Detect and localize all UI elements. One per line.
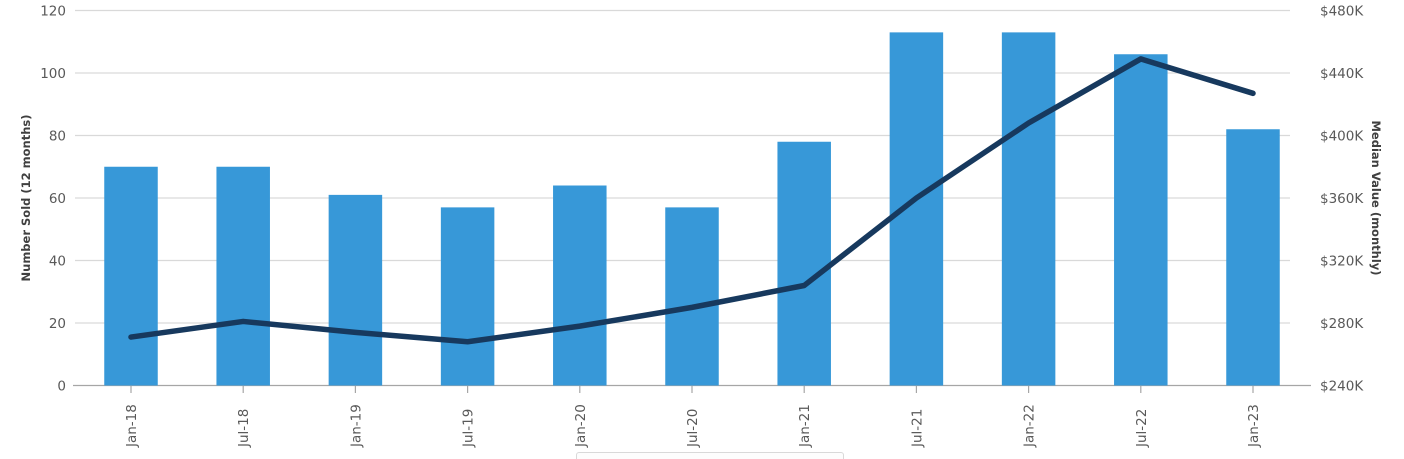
x-label-Jul-21: Jul-21 [909, 409, 925, 448]
left-tick-label-120: 120 [40, 4, 66, 20]
bar-Jan-22 [1001, 32, 1056, 386]
left-tick-label-0: 0 [57, 379, 66, 395]
x-label-Jul-19: Jul-19 [461, 409, 477, 448]
x-axis-ticks [130, 386, 1254, 393]
x-label-Jul-22: Jul-22 [1134, 409, 1150, 448]
right-tick-label-$480K: $480K [1320, 4, 1364, 20]
x-label-Jan-19: Jan-19 [348, 404, 364, 448]
left-tick-label-40: 40 [49, 254, 66, 270]
x-label-Jul-20: Jul-20 [685, 409, 701, 448]
bar-Jan-23 [1226, 129, 1280, 386]
x-label-Jul-18: Jul-18 [236, 409, 252, 448]
right-tick-label-$320K: $320K [1320, 254, 1364, 270]
bar-series-number-sold [104, 32, 1280, 386]
bar-Jan-19 [328, 194, 383, 386]
x-label-Jan-23: Jan-23 [1246, 404, 1262, 448]
right-tick-label-$280K: $280K [1320, 316, 1364, 332]
bar-Jul-21 [889, 32, 944, 386]
right-tick-label-$360K: $360K [1320, 191, 1364, 207]
bar-Jul-18 [216, 166, 270, 386]
left-tick-label-100: 100 [40, 66, 66, 82]
right-axis-tick-labels: $480K $440K $400K $360K $320K $280K $240K [1320, 4, 1364, 395]
x-label-Jan-21: Jan-21 [797, 404, 813, 448]
right-tick-label-$440K: $440K [1320, 66, 1364, 82]
x-axis-category-labels: Jan-18 Jul-18 Jan-19 Jul-19 Jan-20 Jul-20 Jan-… [124, 404, 1262, 448]
left-axis-title: Number Sold (12 months) [19, 115, 33, 282]
x-label-Jan-22: Jan-22 [1022, 404, 1038, 448]
left-tick-label-80: 80 [49, 129, 66, 145]
bar-Jul-20 [665, 207, 719, 386]
bar-Jan-20 [553, 185, 607, 386]
x-label-Jan-20: Jan-20 [573, 404, 589, 448]
left-tick-label-60: 60 [49, 191, 66, 207]
median-value-line [128, 56, 1256, 345]
left-axis-tick-labels: 120 100 80 60 40 20 0 [40, 4, 66, 395]
legend-box [576, 452, 844, 459]
bar-Jul-19 [440, 207, 495, 386]
right-axis-title: Median Value (monthly) [1369, 120, 1383, 275]
right-tick-label-$240K: $240K [1320, 379, 1364, 395]
bar-Jan-18 [104, 166, 158, 386]
left-tick-label-20: 20 [49, 316, 66, 332]
x-label-Jan-18: Jan-18 [124, 404, 140, 448]
bar-Jul-22 [1114, 54, 1168, 386]
right-tick-label-$400K: $400K [1320, 129, 1364, 145]
bar-Jan-21 [777, 141, 831, 386]
line-series-median-value [128, 56, 1256, 345]
